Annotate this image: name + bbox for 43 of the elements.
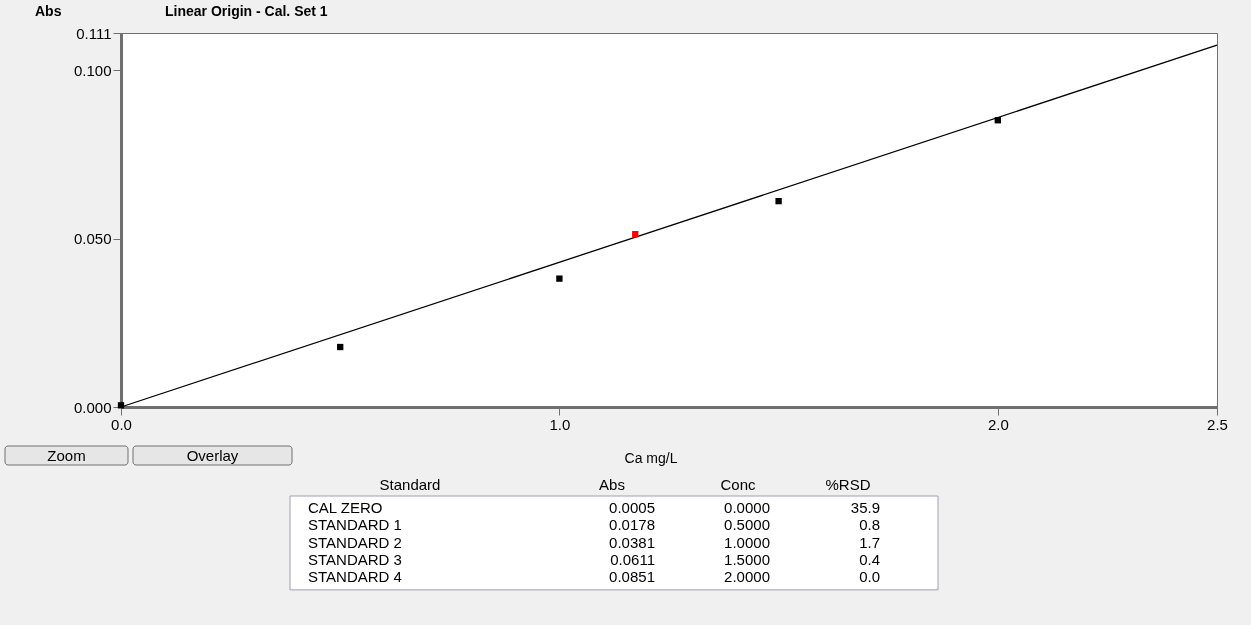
text: STANDARD 3	[308, 550, 402, 568]
x-tick-label: 2.5	[1207, 415, 1228, 433]
text: 1.0000	[724, 533, 770, 551]
chart-title: Linear Origin - Cal. Set 1	[165, 3, 328, 19]
text: 0.0611	[610, 550, 655, 568]
text: STANDARD 2	[308, 533, 402, 551]
text: 0.0851	[609, 568, 655, 586]
text: 0.0000	[724, 499, 770, 516]
y-tick-label: 0.000	[73, 398, 112, 416]
point	[337, 343, 344, 351]
text: 1.7	[859, 533, 880, 551]
x-axis-title: Ca mg/L	[624, 450, 678, 466]
x-tick-label: 2.0	[987, 415, 1009, 433]
point	[632, 230, 639, 238]
text: 0.0178	[609, 516, 655, 534]
text: 2.0000	[724, 568, 770, 586]
point	[556, 275, 563, 282]
y-tick-label: 0.100	[73, 61, 112, 79]
text: CAL ZERO	[308, 499, 383, 516]
text: Conc	[720, 476, 756, 493]
x-tick-label: 0.0	[111, 415, 132, 433]
text: STANDARD 4	[308, 568, 402, 586]
text: STANDARD 1	[308, 516, 402, 534]
text: 0.0	[859, 568, 880, 586]
text: %RSD	[825, 476, 871, 493]
x-tick-label: 1.0	[549, 415, 571, 433]
point	[117, 402, 125, 409]
text: Abs	[599, 476, 625, 493]
point	[994, 117, 1001, 124]
text: 35.9	[850, 499, 880, 516]
text: 1.5000	[724, 550, 770, 568]
y-tick-label: 0.111	[76, 24, 112, 42]
text: 0.8	[859, 516, 880, 534]
point	[775, 197, 782, 205]
text: Standard	[379, 476, 441, 493]
y-tick-label: 0.050	[73, 230, 112, 248]
text: 0.4	[859, 550, 880, 568]
text: 0.5000	[724, 516, 770, 534]
text: 0.0005	[609, 499, 655, 516]
text: 0.0381	[609, 533, 655, 551]
text: Overlay	[186, 446, 239, 464]
text: Zoom	[47, 446, 86, 464]
y-axis-title: Abs	[35, 3, 62, 19]
